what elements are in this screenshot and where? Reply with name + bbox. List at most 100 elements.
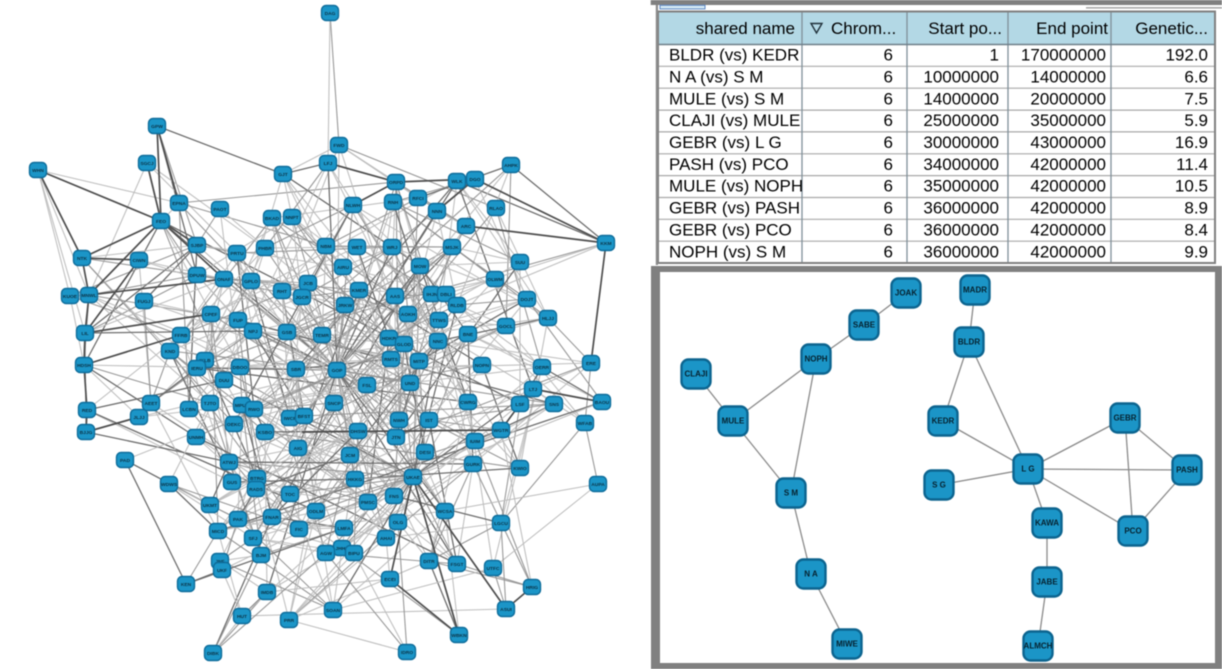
svg-text:S G: S G: [932, 481, 946, 490]
svg-text:RFCI: RFCI: [412, 196, 424, 202]
svg-text:DPUW: DPUW: [190, 273, 205, 279]
svg-text:BLDR: BLDR: [958, 338, 980, 347]
svg-text:RED: RED: [82, 408, 93, 414]
svg-text:WFAB: WFAB: [578, 421, 593, 427]
svg-text:PCO: PCO: [1124, 527, 1141, 536]
svg-text:FUGJ: FUGJ: [137, 299, 150, 305]
svg-text:PASH (vs) PCO: PASH (vs) PCO: [669, 155, 789, 174]
svg-text:6.6: 6.6: [1184, 68, 1208, 87]
svg-text:PAOT: PAOT: [213, 207, 226, 213]
svg-text:EPNA: EPNA: [172, 201, 186, 207]
svg-text:AEET: AEET: [144, 401, 157, 407]
svg-text:BJM: BJM: [256, 553, 266, 559]
svg-text:N A: N A: [804, 570, 818, 579]
svg-text:UTFC: UTFC: [486, 566, 500, 572]
svg-text:DHSW: DHSW: [351, 429, 366, 435]
svg-text:BKAD: BKAD: [265, 216, 280, 222]
svg-text:RLAO: RLAO: [489, 206, 503, 212]
svg-text:MSJK: MSJK: [445, 245, 459, 251]
svg-text:GJT: GJT: [278, 172, 288, 178]
svg-text:CLAJI (vs) MULE: CLAJI (vs) MULE: [669, 111, 800, 130]
svg-text:36000000: 36000000: [923, 199, 999, 218]
svg-text:GOP: GOP: [332, 368, 344, 374]
svg-text:PMSC: PMSC: [361, 500, 376, 506]
svg-text:MULE (vs) S M: MULE (vs) S M: [669, 89, 784, 108]
svg-text:DGO: DGO: [469, 177, 480, 183]
svg-text:6: 6: [884, 89, 893, 108]
svg-text:CPEF: CPEF: [204, 312, 217, 318]
svg-text:FIC: FIC: [295, 527, 303, 533]
svg-text:JCM: JCM: [345, 453, 355, 459]
svg-text:SFJ: SFJ: [249, 536, 258, 542]
svg-text:GSB: GSB: [282, 330, 293, 336]
svg-text:RLDB: RLDB: [450, 303, 464, 309]
svg-text:WLK: WLK: [451, 179, 463, 185]
svg-text:GLOD: GLOD: [397, 342, 412, 348]
svg-text:FNAR: FNAR: [265, 515, 279, 521]
svg-text:shared name: shared name: [696, 19, 795, 38]
svg-text:WCSA: WCSA: [438, 509, 453, 515]
svg-text:L G: L G: [1021, 465, 1034, 474]
svg-text:NOPH (vs) S M: NOPH (vs) S M: [669, 242, 786, 261]
svg-text:N A (vs) S M: N A (vs) S M: [669, 68, 763, 87]
svg-text:DOJT: DOJT: [520, 297, 533, 303]
svg-text:RHT: RHT: [277, 289, 287, 295]
svg-text:MNWL: MNWL: [81, 293, 96, 299]
svg-text:MOW: MOW: [414, 264, 427, 270]
svg-text:MULE (vs) NOPH: MULE (vs) NOPH: [669, 177, 803, 196]
svg-text:IHJN: IHJN: [426, 292, 438, 298]
svg-text:BFST: BFST: [298, 414, 311, 420]
svg-text:UNMH: UNMH: [189, 435, 204, 441]
svg-text:FFRB: FFRB: [174, 333, 188, 339]
svg-text:42000000: 42000000: [1030, 155, 1106, 174]
svg-text:LIL: LIL: [81, 331, 88, 337]
svg-text:JCB: JCB: [303, 281, 313, 287]
svg-text:ALMCH: ALMCH: [1024, 642, 1053, 651]
svg-text:AUPA: AUPA: [591, 482, 605, 488]
svg-text:42000000: 42000000: [1030, 177, 1106, 196]
svg-text:HDSH: HDSH: [77, 363, 91, 369]
svg-text:BIPU: BIPU: [348, 551, 360, 557]
svg-text:6: 6: [884, 177, 893, 196]
svg-text:BLDR (vs) KEDR: BLDR (vs) KEDR: [669, 46, 799, 65]
svg-text:192.0: 192.0: [1165, 46, 1208, 65]
svg-text:JOAK: JOAK: [895, 289, 917, 298]
svg-text:TOC: TOC: [285, 492, 296, 498]
svg-text:NOPN: NOPN: [475, 363, 490, 369]
svg-text:42000000: 42000000: [1030, 220, 1106, 239]
svg-text:End point: End point: [1036, 19, 1108, 38]
svg-text:TEMR: TEMR: [315, 333, 329, 339]
svg-text:LGCU: LGCU: [494, 521, 508, 527]
svg-text:AOKH: AOKH: [401, 312, 416, 318]
svg-text:IDRO: IDRO: [401, 650, 413, 656]
svg-text:6: 6: [884, 46, 893, 65]
svg-text:SNS: SNS: [549, 402, 560, 408]
svg-text:PASH: PASH: [1176, 466, 1198, 475]
svg-text:CLAJI: CLAJI: [684, 370, 707, 379]
svg-text:IST: IST: [425, 418, 433, 424]
svg-text:11.4: 11.4: [1176, 155, 1208, 174]
svg-text:ECEI: ECEI: [384, 577, 396, 583]
svg-text:LSF: LSF: [515, 402, 524, 408]
svg-text:MADR: MADR: [963, 286, 987, 295]
svg-text:ARC: ARC: [461, 224, 472, 230]
svg-text:PHBR: PHBR: [258, 246, 272, 252]
svg-text:PRR: PRR: [284, 618, 295, 624]
svg-text:RWO: RWO: [248, 407, 260, 413]
svg-text:BTRG: BTRG: [250, 476, 264, 482]
svg-text:KEN: KEN: [181, 582, 192, 588]
svg-text:NBM: NBM: [320, 244, 331, 250]
svg-text:GEBR (vs) PCO: GEBR (vs) PCO: [669, 220, 792, 239]
svg-text:14000000: 14000000: [923, 89, 999, 108]
svg-text:JGCR: JGCR: [295, 295, 309, 301]
svg-text:LCBN: LCBN: [182, 407, 196, 413]
svg-text:GOCL: GOCL: [499, 324, 513, 330]
svg-text:TJTO: TJTO: [204, 401, 217, 407]
svg-text:S M: S M: [784, 489, 799, 498]
svg-text:JABE: JABE: [1036, 578, 1058, 587]
svg-text:NNN: NNN: [432, 209, 443, 215]
svg-text:NTK: NTK: [77, 256, 88, 262]
svg-text:NNC: NNC: [433, 339, 444, 345]
svg-text:14000000: 14000000: [1030, 68, 1106, 87]
svg-text:KND: KND: [165, 349, 176, 355]
